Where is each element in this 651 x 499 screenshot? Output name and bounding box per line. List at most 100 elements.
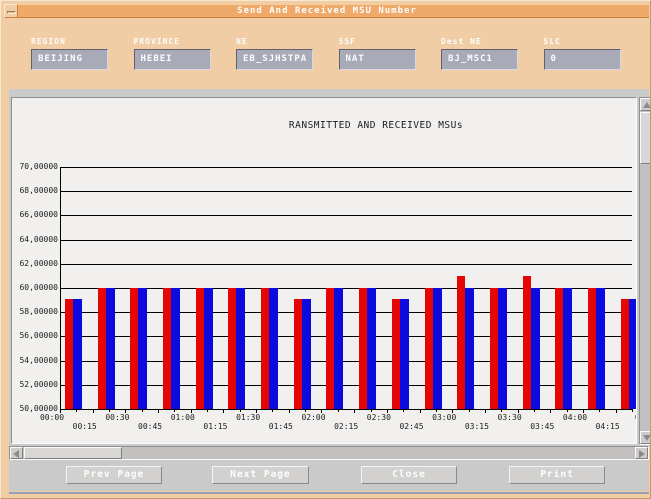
x-tick-label: 03:15 — [464, 422, 489, 431]
bar-transmitted — [97, 288, 106, 409]
gridline — [60, 360, 632, 362]
x-tick — [419, 409, 421, 413]
bar-received — [563, 288, 573, 409]
bar-received — [465, 288, 475, 409]
x-tick-minor — [435, 409, 437, 412]
bar-received — [432, 288, 442, 409]
bar-transmitted — [555, 288, 564, 409]
gridline — [60, 167, 632, 168]
chart-title: RANSMITTED AND RECEIVED MSUs — [288, 120, 464, 131]
y-tick-label: 58,00000 — [19, 307, 58, 317]
x-tick-label: 02:30 — [366, 413, 391, 422]
form-field-province: PROVINCE HEBEI — [133, 37, 212, 73]
bar-transmitted — [163, 288, 172, 409]
bar-received — [367, 288, 377, 409]
x-tick-minor — [239, 409, 241, 412]
y-tick-label: 64,00000 — [19, 234, 58, 244]
vertical-scrollbar[interactable] — [639, 97, 650, 445]
x-tick-label: 04:00 — [562, 413, 588, 422]
y-tick-label: 70,00000 — [19, 162, 58, 171]
bar-received — [595, 288, 605, 409]
bar-received — [203, 288, 213, 409]
field-label: Dest NE — [441, 37, 482, 46]
bar-received — [171, 288, 181, 409]
bar-received — [628, 299, 636, 409]
x-tick — [190, 409, 192, 413]
scroll-down-icon — [643, 435, 650, 441]
window-menu-icon — [7, 11, 16, 14]
gridline — [60, 191, 632, 193]
x-tick-label: 01:15 — [203, 422, 228, 431]
x-tick-minor — [403, 409, 405, 412]
field-input[interactable]: BJ_MSC1 — [441, 49, 518, 70]
form-field-region: REGION BEIJING — [31, 37, 109, 73]
bar-transmitted — [489, 288, 498, 409]
form-field-ssf: SSF NAT — [338, 37, 417, 73]
next-page-button[interactable]: Next Page — [212, 466, 309, 484]
gridline — [60, 263, 632, 265]
x-tick-minor — [370, 409, 372, 412]
bar-transmitted — [522, 276, 531, 409]
scroll-down-button[interactable] — [640, 431, 650, 444]
field-input[interactable]: 0 — [543, 49, 621, 70]
x-tick — [354, 409, 356, 413]
x-tick — [321, 409, 323, 413]
x-tick-minor — [141, 409, 143, 412]
x-tick — [158, 409, 160, 413]
bar-received — [73, 299, 82, 409]
x-tick-minor — [501, 409, 503, 412]
field-label: PROVINCE — [133, 37, 181, 46]
x-tick-label: 00:45 — [138, 422, 163, 431]
scroll-up-button[interactable] — [640, 98, 650, 111]
prev-page-button[interactable]: Prev Page — [66, 466, 162, 484]
x-tick-label: 00:30 — [105, 413, 130, 422]
bar-received — [105, 288, 115, 409]
form-field-ne: NE EB_SJHSTPA — [236, 37, 314, 73]
x-tick — [517, 409, 519, 413]
x-tick-label: 01:00 — [170, 413, 195, 422]
field-input[interactable]: EB_SJHSTPA — [236, 49, 313, 70]
scroll-left-button[interactable] — [10, 447, 23, 459]
x-tick-label: 00:15 — [72, 422, 97, 431]
vertical-scroll-thumb[interactable] — [640, 112, 650, 164]
x-tick-label: 01:45 — [268, 422, 293, 431]
x-tick — [92, 409, 94, 413]
field-input[interactable]: NAT — [338, 49, 416, 70]
y-tick-label: 54,00000 — [19, 355, 58, 365]
y-tick-label: 50,00000 — [19, 404, 58, 413]
bar-transmitted — [228, 288, 237, 409]
field-input[interactable]: BEIJING — [31, 49, 108, 70]
x-tick — [582, 409, 584, 413]
form-field-dest-ne: Dest NE BJ_MSC1 — [441, 37, 519, 73]
field-input[interactable]: HEBEI — [133, 49, 211, 70]
horizontal-scroll-thumb[interactable] — [24, 447, 122, 459]
print-button[interactable]: Print — [509, 466, 605, 484]
gridline — [60, 288, 632, 289]
gridline — [60, 312, 632, 314]
client-area: RANSMITTED AND RECEIVED MSUs 70,00000 68,… — [9, 89, 650, 491]
gridline — [60, 336, 632, 338]
x-tick-label-partial: 0 — [631, 413, 636, 422]
title-bar[interactable]: Send And Received MSU Number — [4, 4, 649, 18]
bar-received — [138, 288, 148, 409]
gridline — [60, 384, 632, 386]
window-menu-button[interactable] — [4, 4, 18, 18]
bar-received — [301, 299, 311, 409]
horizontal-scrollbar[interactable] — [9, 446, 649, 460]
x-tick-minor — [272, 409, 274, 412]
x-tick-label: 02:45 — [399, 422, 424, 431]
x-tick-minor — [533, 409, 535, 412]
x-tick-label: 04:15 — [595, 422, 620, 431]
x-tick-minor — [337, 409, 339, 412]
x-tick-label: 03:30 — [497, 413, 522, 422]
x-tick-minor — [566, 409, 568, 412]
bar-transmitted — [293, 299, 302, 409]
y-tick-label: 52,00000 — [19, 379, 58, 389]
bottom-divider — [9, 492, 649, 494]
close-button[interactable]: Close — [361, 466, 457, 484]
x-tick-label: 00:00 — [39, 413, 65, 422]
y-tick-label: 66,00000 — [19, 210, 58, 220]
x-tick — [125, 409, 127, 413]
bar-received — [497, 288, 507, 409]
scroll-right-button[interactable] — [635, 447, 648, 459]
